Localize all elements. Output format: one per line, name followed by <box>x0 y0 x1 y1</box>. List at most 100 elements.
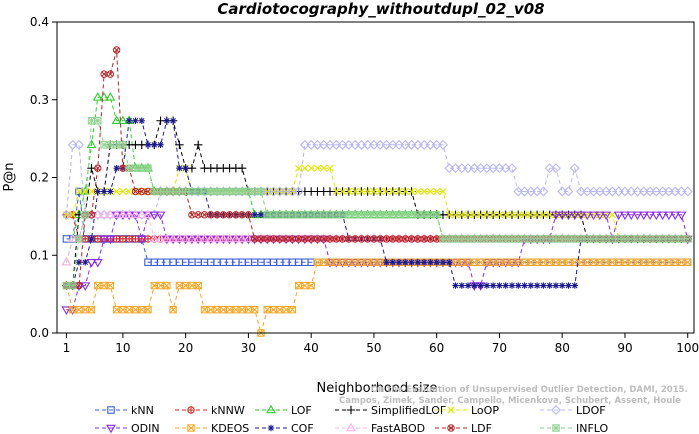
point-cof <box>508 282 516 289</box>
point-inflo <box>640 235 648 243</box>
legend-marker-kdeos <box>187 424 195 432</box>
point-inflo <box>219 187 228 196</box>
point-cof <box>420 259 428 266</box>
legend-item-kdeos: KDEOS <box>175 422 249 434</box>
point-cof <box>540 282 547 289</box>
legend-item-ldf: LDF <box>435 422 492 434</box>
point-cof <box>452 282 459 289</box>
point-inflo <box>263 211 271 219</box>
point-inflo <box>213 187 221 196</box>
point-kdeos <box>112 305 121 314</box>
point-inflo <box>125 164 133 172</box>
point-cof <box>75 259 83 266</box>
point-odin <box>632 211 643 221</box>
point-cof <box>144 141 152 149</box>
point-fastabod <box>425 233 436 243</box>
point-inflo <box>382 211 391 219</box>
point-odin <box>174 235 185 245</box>
point-inflo <box>527 235 535 243</box>
point-cof <box>496 282 503 289</box>
point-ldof <box>73 139 84 150</box>
point-fastabod <box>406 233 417 243</box>
point-ldof <box>437 139 448 150</box>
point-cof <box>414 259 422 266</box>
point-cof <box>458 282 465 289</box>
point-loop <box>338 187 347 196</box>
point-inflo <box>131 164 140 172</box>
point-kdeos <box>194 281 202 290</box>
point-kdeos <box>288 305 297 314</box>
y-tick-label: 0.1 <box>30 248 49 262</box>
point-knnw <box>125 235 133 243</box>
point-inflo <box>432 211 441 219</box>
point-inflo <box>483 235 491 243</box>
point-odin <box>651 211 662 221</box>
point-ldf <box>188 211 196 219</box>
point-loop <box>533 211 541 219</box>
point-inflo <box>608 235 617 243</box>
y-tick-label: 0.3 <box>30 93 49 107</box>
point-fastabod <box>362 233 373 243</box>
point-cof <box>138 117 145 124</box>
point-fastabod <box>67 233 78 243</box>
x-tick-label: 100 <box>676 341 699 355</box>
point-cof <box>446 259 453 266</box>
point-inflo <box>426 211 435 219</box>
point-odin <box>168 235 179 245</box>
legend-marker-odin <box>106 424 116 434</box>
point-loop <box>376 187 384 196</box>
point-inflo <box>200 187 209 196</box>
point-loop <box>433 187 441 196</box>
point-fastabod <box>174 233 185 243</box>
legend-label-knn: kNN <box>131 404 154 417</box>
point-fastabod <box>224 233 235 243</box>
point-inflo <box>112 141 121 149</box>
point-odin <box>161 235 172 245</box>
point-fastabod <box>325 233 335 243</box>
point-loop <box>420 187 428 196</box>
legend-item-cof: COF <box>255 422 314 434</box>
point-cof <box>125 117 133 124</box>
point-cof <box>533 282 541 289</box>
point-inflo <box>520 235 529 243</box>
point-knn <box>75 187 83 196</box>
point-fastabod <box>161 233 172 243</box>
point-kdeos <box>163 281 171 290</box>
point-fastabod <box>193 233 204 243</box>
point-inflo <box>282 211 290 219</box>
point-inflo <box>181 187 190 196</box>
point-odin <box>312 235 323 245</box>
point-loop <box>426 187 435 196</box>
point-inflo <box>351 211 359 219</box>
point-inflo <box>445 235 453 243</box>
point-fastabod <box>412 233 423 243</box>
point-odin <box>620 211 630 221</box>
point-fastabod <box>237 233 248 243</box>
point-odin <box>588 211 599 221</box>
point-odin <box>105 235 116 245</box>
point-inflo <box>156 187 165 196</box>
point-odin <box>186 235 197 245</box>
point-cof <box>163 117 171 124</box>
legend-label-fastabod: FastABOD <box>371 422 425 434</box>
point-fastabod <box>130 209 141 219</box>
point-inflo <box>533 235 541 243</box>
point-cof <box>94 188 101 195</box>
point-odin <box>663 211 674 221</box>
point-kdeos <box>106 281 115 290</box>
point-loop <box>313 164 322 172</box>
point-odin <box>124 211 135 221</box>
point-cof <box>515 282 522 289</box>
point-loop <box>357 187 365 196</box>
point-fastabod <box>375 233 386 243</box>
legend-marker-lof <box>266 404 276 414</box>
point-fastabod <box>381 233 392 243</box>
point-lof <box>99 92 110 101</box>
x-tick-label: 60 <box>429 341 444 355</box>
point-odin <box>563 211 574 221</box>
point-odin <box>130 211 141 221</box>
point-cof <box>100 188 108 195</box>
point-inflo <box>276 211 284 219</box>
point-loop <box>332 187 340 196</box>
point-cof <box>571 282 578 289</box>
